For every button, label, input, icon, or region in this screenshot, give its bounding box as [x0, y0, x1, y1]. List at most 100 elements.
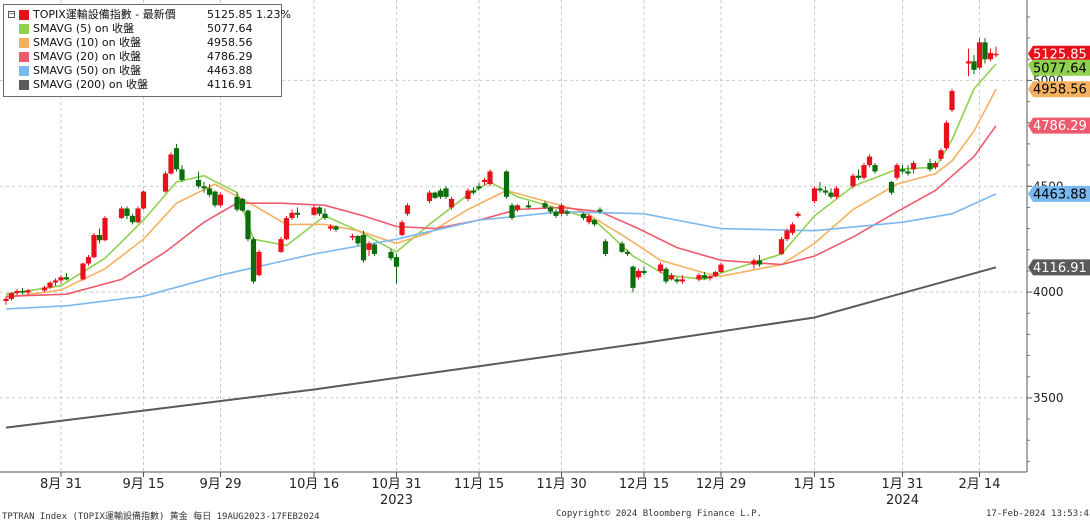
- price-tag: 4463.88: [1028, 185, 1090, 202]
- candles: [3, 38, 999, 305]
- legend-item[interactable]: SMAVG (20) on 收盤 4786.29: [4, 50, 281, 64]
- candle-body: [949, 91, 955, 111]
- chart-legend: − TOPIX運輸設備指數 - 最新價 5125.85 1.23% SMAVG …: [3, 4, 291, 97]
- candle-body: [982, 42, 988, 60]
- candle-body: [855, 175, 862, 178]
- candle-body: [19, 291, 26, 293]
- candle-body: [140, 191, 147, 209]
- candle-body: [487, 171, 493, 185]
- candle-body: [52, 280, 59, 283]
- legend-item-label: SMAVG (50) on 收盤: [33, 64, 142, 77]
- footer-copyright: Copyright© 2024 Bloomberg Finance L.P.: [556, 509, 762, 519]
- candle-body: [707, 276, 713, 279]
- candle-body: [47, 282, 53, 288]
- x-tick-label: 1月 31: [882, 477, 924, 492]
- legend-item[interactable]: SMAVG (50) on 收盤 4463.88: [4, 64, 281, 78]
- candle-body: [619, 243, 625, 252]
- candle-body: [129, 215, 136, 223]
- legend-title-value: 5125.85: [207, 8, 253, 21]
- price-tag-bg: [1028, 45, 1090, 62]
- candle-body: [470, 190, 477, 193]
- candle-body: [696, 275, 702, 280]
- x-tick-label: 9月 29: [200, 477, 242, 492]
- footer-source: TPTRAN Index (TOPIX運輸設備指數) 黄金 每日 19AUG20…: [2, 512, 320, 522]
- candle-body: [201, 186, 207, 189]
- legend-swatch: [19, 38, 29, 48]
- x-tick-label: 10月 31: [371, 477, 421, 492]
- candle-body: [3, 298, 9, 301]
- legend-item[interactable]: SMAVG (200) on 收盤 4116.91: [4, 78, 281, 92]
- candle-body: [943, 122, 950, 149]
- candle-body: [168, 154, 174, 174]
- candle-body: [96, 234, 103, 241]
- x-tick-label: 12月 15: [619, 477, 669, 492]
- candle-body: [811, 188, 818, 202]
- candle-body: [360, 234, 367, 261]
- candle-body: [597, 209, 603, 212]
- legend-item-value: 4786.29: [207, 50, 253, 63]
- candle-body: [41, 287, 48, 291]
- candle-body: [932, 162, 939, 168]
- candle-body: [432, 192, 438, 198]
- candle-body: [509, 205, 515, 219]
- price-tag: 4786.29: [1028, 117, 1090, 134]
- price-tag-label: 4116.91: [1033, 261, 1087, 276]
- y-tick-label: 4000: [1033, 285, 1064, 299]
- legend-item[interactable]: SMAVG (10) on 收盤 4958.56: [4, 36, 281, 50]
- candle-body: [822, 190, 829, 193]
- candle-body: [85, 257, 92, 264]
- candle-body: [861, 165, 867, 178]
- candle-body: [712, 271, 719, 277]
- candle-body: [443, 188, 449, 197]
- candle-body: [910, 162, 917, 170]
- candle-body: [602, 241, 609, 254]
- candle-body: [624, 251, 631, 254]
- legend-item-label: SMAVG (5) on 收盤: [33, 22, 135, 35]
- price-tag-bg: [1028, 117, 1090, 134]
- candle-body: [888, 182, 895, 193]
- candle-body: [58, 277, 64, 281]
- candle-body: [162, 173, 169, 192]
- candle-body: [102, 218, 108, 241]
- candle-body: [404, 205, 411, 214]
- candle-body: [327, 226, 334, 229]
- candle-body: [525, 205, 532, 208]
- x-tick-label: 2月 14: [959, 477, 1001, 492]
- candle-body: [795, 213, 801, 216]
- candle-body: [437, 190, 444, 197]
- price-tag-bg: [1028, 81, 1090, 98]
- legend-title: TOPIX運輸設備指數 - 最新價: [33, 8, 176, 21]
- candle-body: [558, 205, 565, 214]
- candle-body: [971, 61, 977, 70]
- candle-body: [256, 251, 262, 276]
- candle-body: [448, 198, 455, 208]
- candle-body: [217, 194, 224, 206]
- candle-body: [63, 277, 70, 280]
- candle-body: [591, 220, 598, 225]
- candle-body: [635, 270, 642, 278]
- candle-body: [828, 192, 834, 197]
- x-tick-label: 8月 31: [40, 477, 82, 492]
- x-tick-label: 10月 16: [289, 477, 339, 492]
- candle-body: [894, 165, 900, 178]
- candle-body: [784, 230, 790, 240]
- candle-body: [503, 171, 510, 197]
- legend-swatch: [19, 52, 29, 62]
- footer-timestamp: 17-Feb-2024 13:53:43: [986, 509, 1090, 519]
- candle-body: [316, 207, 323, 214]
- candle-body: [547, 207, 554, 212]
- candle-body: [641, 270, 647, 274]
- price-tag: 4116.91: [1028, 259, 1090, 276]
- candle-body: [993, 53, 999, 56]
- ma-line: [5, 88, 997, 299]
- candle-body: [927, 162, 933, 170]
- legend-item[interactable]: SMAVG (5) on 收盤 5077.64: [4, 22, 281, 36]
- candle-body: [833, 188, 840, 197]
- candle-body: [586, 215, 592, 223]
- collapse-icon[interactable]: −: [8, 10, 15, 18]
- candle-body: [751, 260, 757, 265]
- candle-body: [668, 275, 675, 280]
- candle-body: [349, 236, 356, 238]
- candle-body: [206, 188, 213, 195]
